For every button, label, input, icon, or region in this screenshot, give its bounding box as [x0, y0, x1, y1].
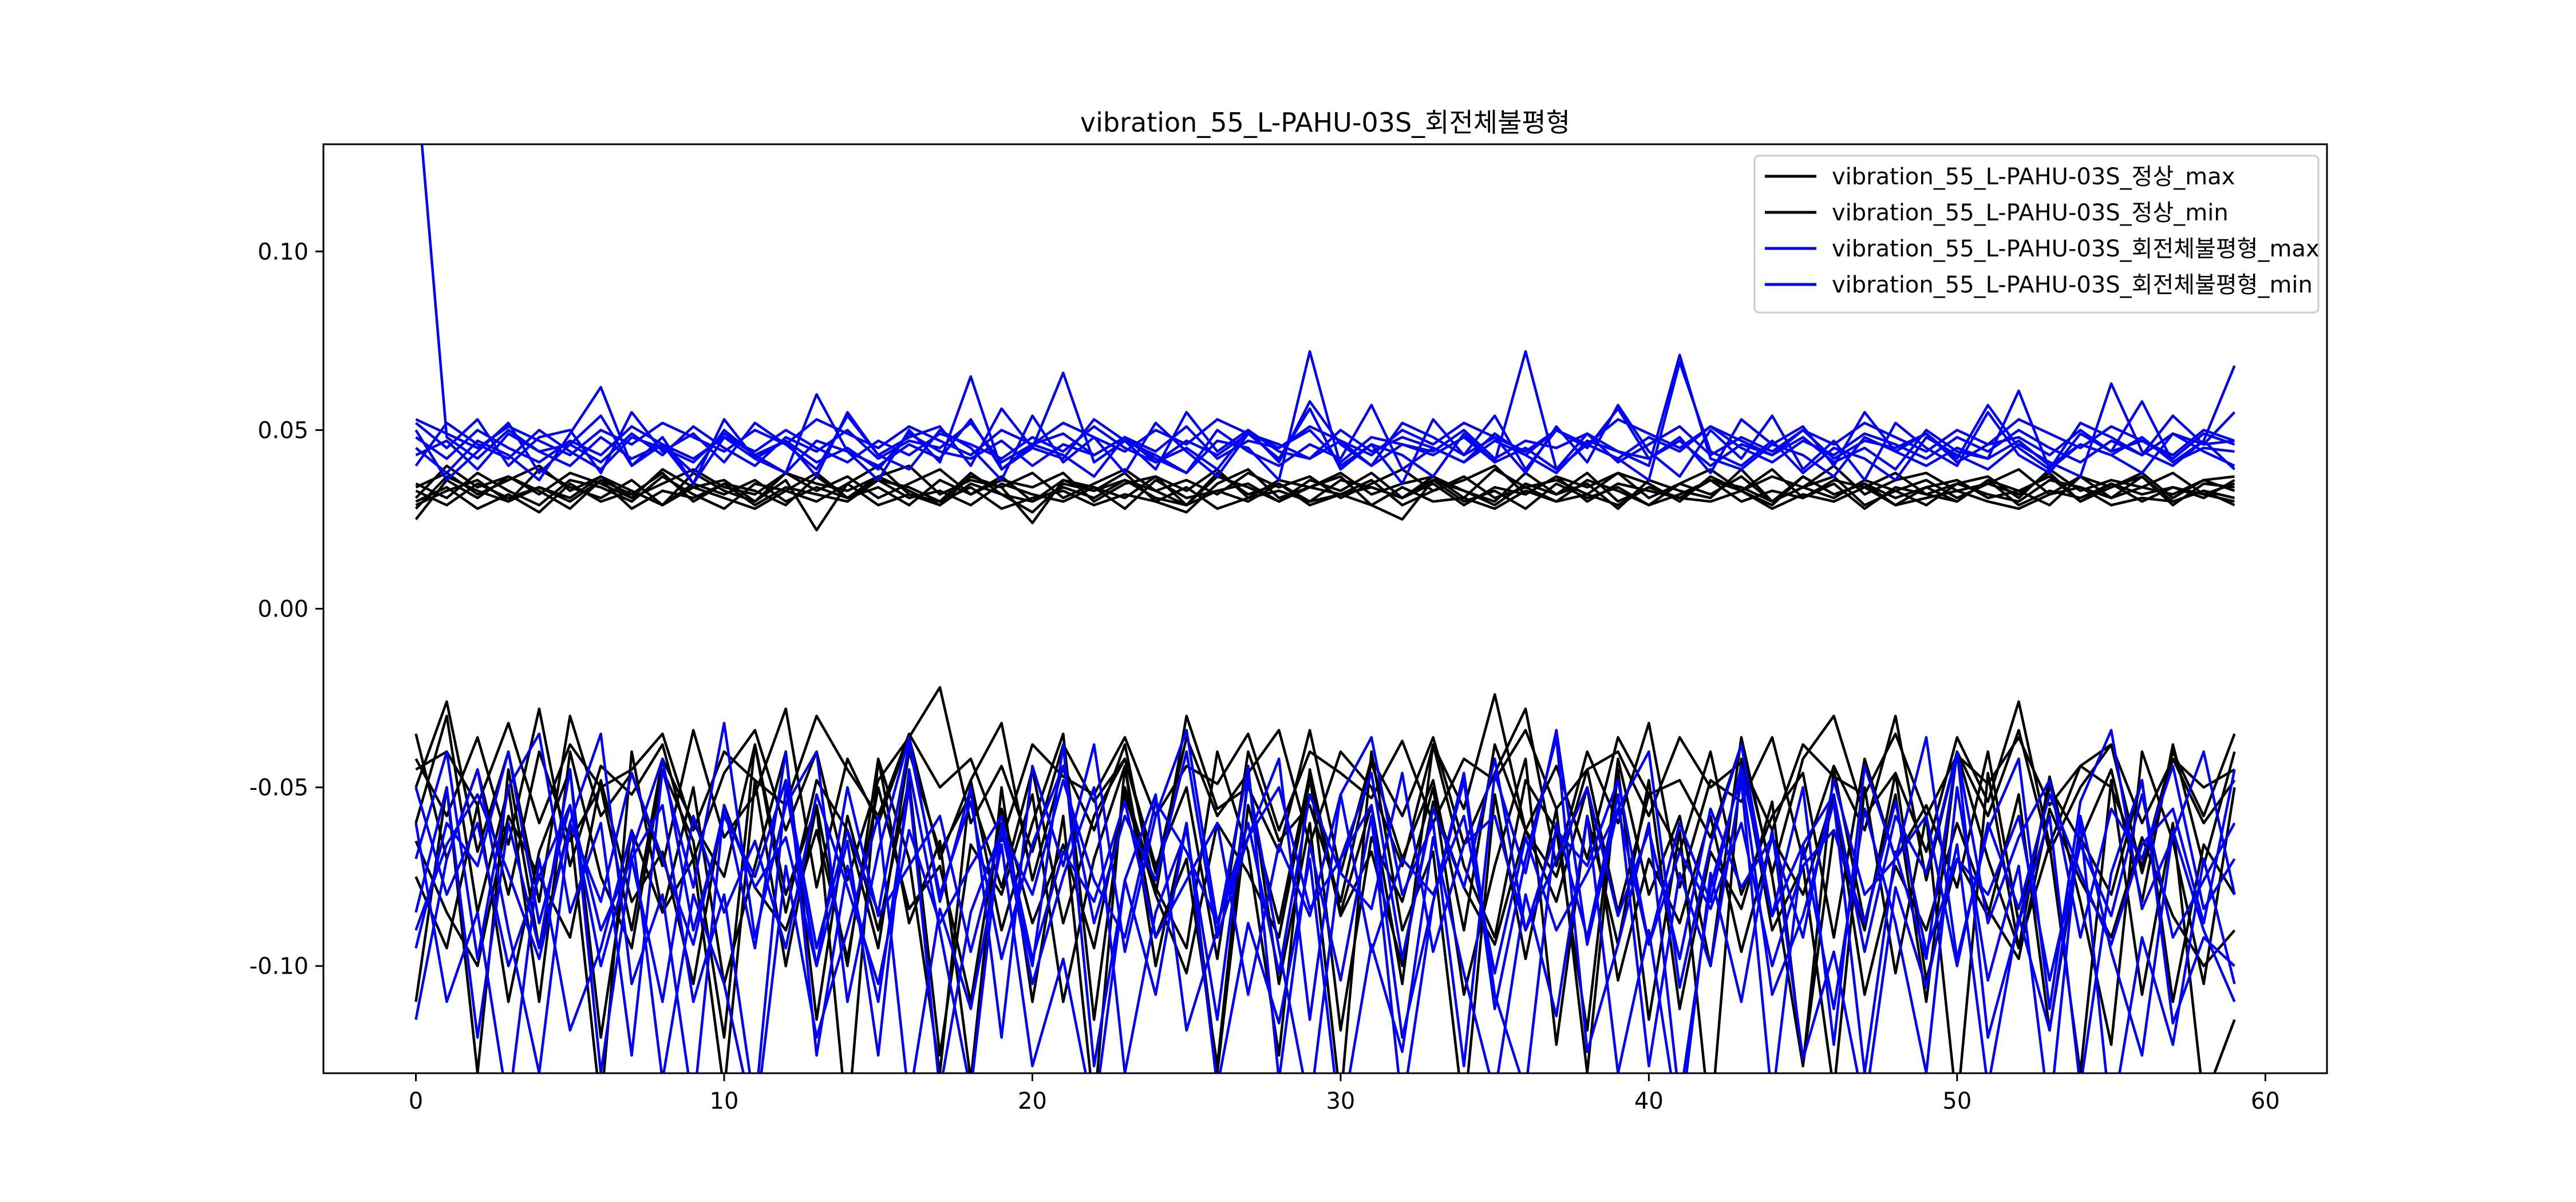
y-tick-label: 0.00 — [258, 596, 309, 623]
legend: vibration_55_L-PAHU-03S_정상_max vibration_… — [1753, 155, 2320, 314]
series-line-anomaly_max-22 — [415, 429, 2235, 475]
legend-label: vibration_55_L-PAHU-03S_정상_max — [1832, 164, 2235, 190]
y-tick-label: 0.05 — [258, 417, 309, 444]
y-tick-label: 0.10 — [258, 239, 309, 265]
series-line-anomaly_max-23 — [415, 418, 2235, 457]
series-line-normal_min-11 — [414, 750, 2236, 1073]
x-tick-label: 20 — [1018, 1088, 1047, 1114]
x-tick-label: 30 — [1326, 1088, 1355, 1114]
x-tick-label: 60 — [2251, 1088, 2280, 1114]
series-line-anomaly_min-29 — [414, 814, 2236, 1073]
series-line-anomaly_max-17 — [415, 400, 2236, 475]
series-line-normal_min-8 — [415, 714, 2235, 843]
x-tick-label: 10 — [710, 1088, 739, 1114]
series-line-anomaly_max-18 — [415, 350, 2236, 485]
x-tick-label: 40 — [1634, 1088, 1664, 1114]
x-tick-label: 0 — [409, 1088, 423, 1114]
x-tick-label: 50 — [1942, 1088, 1971, 1114]
series-line-anomaly_max-20 — [415, 425, 2235, 464]
y-axis: 0.10 0.05 0.00 -0.05 -0.10 — [250, 239, 323, 980]
series-line-anomaly_min-30 — [414, 769, 2236, 975]
legend-box — [1753, 155, 2320, 314]
series-line-anomaly_max-21 — [414, 400, 2236, 485]
series-layer — [414, 144, 2236, 1073]
x-axis: 0 10 20 30 40 50 60 — [409, 1073, 2280, 1114]
legend-label: vibration_55_L-PAHU-03S_회전체불평형_min — [1832, 272, 2313, 298]
series-line-normal_max-6 — [415, 475, 2235, 507]
series-line-normal_max-7 — [415, 464, 2235, 500]
legend-label: vibration_55_L-PAHU-03S_정상_min — [1832, 200, 2229, 226]
y-tick-label: -0.05 — [250, 775, 309, 801]
series-line-normal_min-14 — [414, 700, 2236, 903]
series-line-normal_max-2 — [415, 479, 2235, 510]
series-line-normal_max-3 — [414, 464, 2235, 532]
series-line-normal_max-5 — [414, 464, 2235, 503]
chart-title: vibration_55_L-PAHU-03S_회전체불평형 — [1080, 107, 1570, 138]
series-line-anomaly_min-27 — [414, 786, 2236, 1003]
series-line-anomaly_min-28 — [414, 722, 2236, 1067]
y-tick-label: -0.10 — [250, 954, 309, 980]
legend-label: vibration_55_L-PAHU-03S_회전체불평형_max — [1832, 236, 2320, 262]
